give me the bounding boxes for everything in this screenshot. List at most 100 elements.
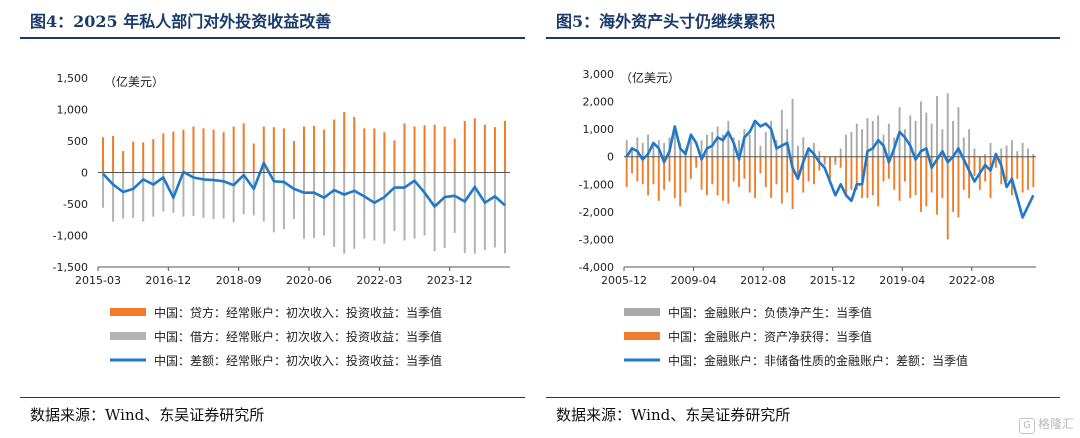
- fig4-bar-series1: [302, 172, 306, 239]
- fig5-bar-series1: [829, 156, 831, 179]
- figure-4-source-rule: [20, 397, 525, 398]
- fig4-bar-series0: [473, 118, 476, 173]
- fig5-bar-series0: [663, 142, 666, 157]
- fig5-bar-series1: [850, 156, 853, 190]
- fig5-bar-series0: [871, 120, 874, 157]
- fig4-bar-series0: [493, 127, 496, 173]
- fig4-bar-series0: [353, 117, 356, 173]
- fig5-bar-series1: [994, 156, 997, 168]
- fig5-bar-series1: [807, 156, 810, 182]
- fig5-bar-series1: [952, 156, 955, 212]
- fig5-bar-series1: [903, 156, 906, 182]
- fig4-bar-series0: [122, 151, 125, 173]
- fig4-bar-series0: [323, 129, 326, 173]
- fig4-bar-series0: [142, 142, 145, 173]
- fig4-y-tick-label: 0: [81, 167, 88, 180]
- fig5-bar-series1: [647, 156, 650, 196]
- fig5-bar-series0: [861, 129, 864, 157]
- fig5-bar-series1: [700, 156, 703, 190]
- fig5-bar-series0: [968, 129, 971, 157]
- fig5-bar-series0: [1010, 140, 1013, 157]
- fig5-x-tick-label: 2009-04: [671, 274, 717, 287]
- fig5-bar-series0: [1016, 151, 1019, 157]
- fig4-bar-series1: [313, 172, 316, 239]
- fig4-bar-series0: [222, 132, 225, 173]
- fig4-bar-series1: [162, 172, 165, 212]
- fig5-bar-series1: [673, 156, 676, 199]
- fig5-y-tick-label: 0: [607, 151, 614, 164]
- fig5-bar-series0: [625, 140, 628, 157]
- fig5-bar-series1: [689, 156, 692, 179]
- fig5-bar-series1: [770, 156, 773, 199]
- fig5-bar-series0: [845, 134, 847, 157]
- fig5-bar-series1: [791, 156, 794, 210]
- fig5-bar-series1: [984, 156, 987, 182]
- fig4-bar-series1: [383, 172, 386, 244]
- fig5-bar-series0: [914, 120, 917, 157]
- fig4-x-tick-label: 2016-12: [145, 274, 191, 287]
- fig5-bar-series0: [925, 112, 928, 157]
- fig4-bar-series1: [102, 172, 105, 208]
- fig5-bar-series1: [625, 156, 628, 188]
- fig5-bar-series0: [866, 118, 869, 157]
- fig5-bar-series1: [684, 156, 687, 193]
- fig4-bar-series1: [483, 172, 486, 250]
- fig5-bar-series0: [673, 129, 676, 157]
- fig4-bar-series1: [262, 172, 265, 222]
- fig4-bar-series1: [493, 172, 496, 248]
- fig4-x-tick-label: 2015-03: [75, 274, 121, 287]
- fig5-bar-series1: [1021, 156, 1024, 193]
- fig5-bar-series0: [636, 137, 639, 157]
- fig4-bar-series1: [182, 172, 185, 217]
- fig4-bar-series1: [292, 172, 295, 220]
- fig5-bar-series0: [727, 120, 730, 157]
- fig5-x-tick-label: 2019-04: [879, 274, 925, 287]
- fig5-bar-series0: [952, 120, 955, 157]
- fig4-bar-series1: [212, 172, 215, 220]
- fig5-bar-series0: [973, 148, 976, 157]
- fig5-bar-series1: [748, 156, 751, 193]
- fig5-bar-series0: [705, 134, 708, 157]
- fig5-bar-series1: [716, 156, 719, 196]
- fig5-bar-series1: [754, 156, 757, 199]
- fig4-legend-swatch: [110, 332, 146, 340]
- fig5-bar-series1: [989, 156, 992, 199]
- fig4-bar-series0: [413, 126, 416, 173]
- fig4-bar-series1: [192, 172, 195, 216]
- fig5-bar-series0: [920, 101, 922, 157]
- fig5-bar-series0: [652, 145, 655, 157]
- fig4-bar-series0: [182, 129, 185, 173]
- figure-5-chart: （亿美元） 3,000 2,000 1,000 0 -1,000 -2,000 -3,000 -…: [579, 68, 1036, 368]
- fig5-bar-series1: [727, 156, 730, 204]
- fig5-bar-series1: [668, 156, 671, 182]
- fig5-bar-series0: [1032, 153, 1035, 157]
- fig5-bar-series1: [909, 156, 912, 199]
- fig4-bar-series1: [132, 172, 135, 218]
- fig4-bar-series1: [343, 172, 346, 254]
- fig4-bar-series0: [423, 125, 426, 173]
- fig5-bar-series1: [759, 156, 762, 174]
- fig4-y-tick-label: -1,500: [53, 261, 88, 274]
- figure-5-source-rule: [546, 397, 1060, 398]
- fig5-x-tick-label: 2022-08: [949, 274, 995, 287]
- fig5-bar-series1: [1027, 156, 1029, 190]
- fig5-bar-series1: [743, 156, 746, 179]
- fig5-bar-series1: [1016, 156, 1019, 179]
- fig4-bar-series1: [323, 172, 326, 236]
- fig4-bar-series1: [473, 172, 476, 254]
- fig5-bar-series1: [834, 156, 837, 163]
- fig5-bar-series0: [850, 131, 853, 157]
- fig4-x-tick-label: 2023-12: [427, 274, 473, 287]
- fig4-unit-label: （亿美元）: [104, 74, 164, 89]
- fig5-bar-series0: [743, 129, 746, 157]
- fig5-bar-series1: [877, 156, 880, 207]
- fig4-bar-series1: [443, 172, 446, 249]
- figure-5-source: 数据来源：Wind、东吴证券研究所: [556, 406, 791, 424]
- fig4-bar-series0: [443, 126, 446, 173]
- fig5-y-tick-label: -3,000: [579, 233, 614, 246]
- fig4-bar-series0: [463, 120, 466, 173]
- fig4-bar-series0: [383, 132, 386, 173]
- fig5-bar-series1: [968, 156, 971, 199]
- fig4-bar-series0: [373, 128, 376, 173]
- fig4-bar-series0: [393, 140, 396, 173]
